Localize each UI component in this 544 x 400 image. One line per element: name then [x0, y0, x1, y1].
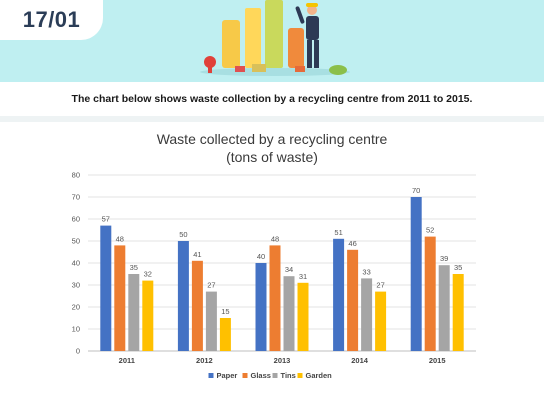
bar-glass-2012	[191, 260, 203, 351]
bar-tins-2013	[283, 276, 295, 351]
header-banner: 17/01	[0, 0, 544, 82]
data-label: 40	[257, 252, 265, 261]
legend-label-tins: Tins	[281, 371, 296, 380]
red-bin-icon	[204, 56, 216, 68]
x-axis-categories: 2011 2012 2013 2014 2015	[119, 356, 446, 365]
legend-swatch-tins	[272, 373, 278, 378]
bar-glass-2015	[424, 236, 436, 351]
x-category-label: 2013	[274, 356, 291, 365]
data-label: 35	[130, 263, 138, 272]
x-category-label: 2015	[429, 356, 446, 365]
data-label: 31	[299, 272, 307, 281]
bar-chart: Waste collected by a recycling centre (t…	[72, 131, 476, 380]
bin-column-icon	[222, 20, 240, 68]
data-label: 32	[144, 270, 152, 279]
data-label: 34	[285, 265, 293, 274]
data-label: 48	[116, 234, 124, 243]
caption-band: The chart below shows waste collection b…	[0, 82, 544, 116]
date-badge: 17/01	[0, 0, 103, 40]
bar-paper-2012	[177, 241, 189, 351]
data-label: 51	[334, 228, 342, 237]
data-label: 33	[362, 267, 370, 276]
data-label: 27	[376, 281, 384, 290]
y-tick-label: 70	[72, 193, 80, 202]
recycling-illustration	[200, 0, 350, 76]
x-category-label: 2012	[196, 356, 213, 365]
data-label: 48	[271, 234, 279, 243]
small-box-icon	[252, 64, 266, 72]
worker-arm-icon	[295, 6, 305, 24]
bar-garden-2012	[219, 318, 231, 351]
y-tick-label: 80	[72, 171, 80, 180]
data-label: 57	[102, 215, 110, 224]
worker-leg-icon	[307, 40, 312, 68]
bar-tins-2011	[128, 274, 140, 351]
legend-swatch-glass	[242, 373, 248, 378]
y-axis-ticks: 0 10 20 30 40 50 60 70 80	[72, 171, 80, 356]
bush-icon	[329, 65, 347, 75]
bars	[100, 197, 464, 351]
legend: Paper Glass Tins Garden	[208, 371, 333, 380]
ground-shadow-icon	[200, 68, 350, 76]
bin-column-icon	[265, 0, 283, 68]
data-label: 52	[426, 226, 434, 235]
legend-label-glass: Glass	[251, 371, 271, 380]
y-tick-label: 50	[72, 237, 80, 246]
legend-swatch-garden	[297, 373, 303, 378]
task-caption: The chart below shows waste collection b…	[71, 93, 473, 105]
bar-paper-2015	[410, 197, 422, 351]
data-label: 46	[348, 239, 356, 248]
y-tick-label: 0	[76, 347, 80, 356]
y-tick-label: 10	[72, 325, 80, 334]
small-box-icon	[295, 66, 305, 72]
x-category-label: 2011	[119, 356, 135, 365]
bin-column-icon	[288, 28, 304, 68]
legend-label-garden: Garden	[306, 371, 333, 380]
y-tick-label: 30	[72, 281, 80, 290]
small-box-icon	[235, 66, 245, 72]
bar-garden-2014	[375, 291, 387, 351]
divider	[0, 116, 544, 122]
bar-glass-2011	[114, 245, 126, 351]
bar-paper-2014	[333, 238, 345, 351]
y-tick-label: 20	[72, 303, 80, 312]
red-bin-stand-icon	[208, 64, 212, 73]
bar-tins-2012	[205, 291, 217, 351]
legend-swatch-paper	[208, 373, 214, 378]
data-label: 70	[412, 186, 420, 195]
x-category-label: 2014	[351, 356, 369, 365]
bar-glass-2013	[269, 245, 281, 351]
chart-subtitle: (tons of waste)	[226, 149, 318, 165]
legend-label-paper: Paper	[217, 371, 238, 380]
bar-glass-2014	[347, 249, 359, 351]
y-tick-label: 40	[72, 259, 80, 268]
data-label: 39	[440, 254, 448, 263]
bar-garden-2011	[142, 280, 154, 351]
bar-paper-2011	[100, 225, 112, 351]
bin-column-icon	[245, 8, 261, 68]
y-tick-label: 60	[72, 215, 80, 224]
bar-garden-2015	[452, 274, 464, 351]
data-label: 35	[454, 263, 462, 272]
worker-body-icon	[306, 16, 319, 40]
worker-leg-icon	[314, 40, 319, 68]
data-label: 15	[221, 307, 229, 316]
bar-garden-2013	[297, 282, 309, 351]
worker-helmet-icon	[306, 3, 318, 7]
data-labels: 57 48 35 32 50 41 27 15 40 48 34 31 51 46 33 27 70 52 39 35	[102, 186, 463, 316]
bar-paper-2013	[255, 263, 267, 351]
worker-head-icon	[307, 5, 317, 15]
data-label: 41	[193, 250, 201, 259]
bar-tins-2015	[438, 265, 450, 351]
chart-title: Waste collected by a recycling centre	[157, 131, 388, 147]
bar-tins-2014	[361, 278, 373, 351]
data-label: 50	[179, 230, 187, 239]
data-label: 27	[207, 281, 215, 290]
